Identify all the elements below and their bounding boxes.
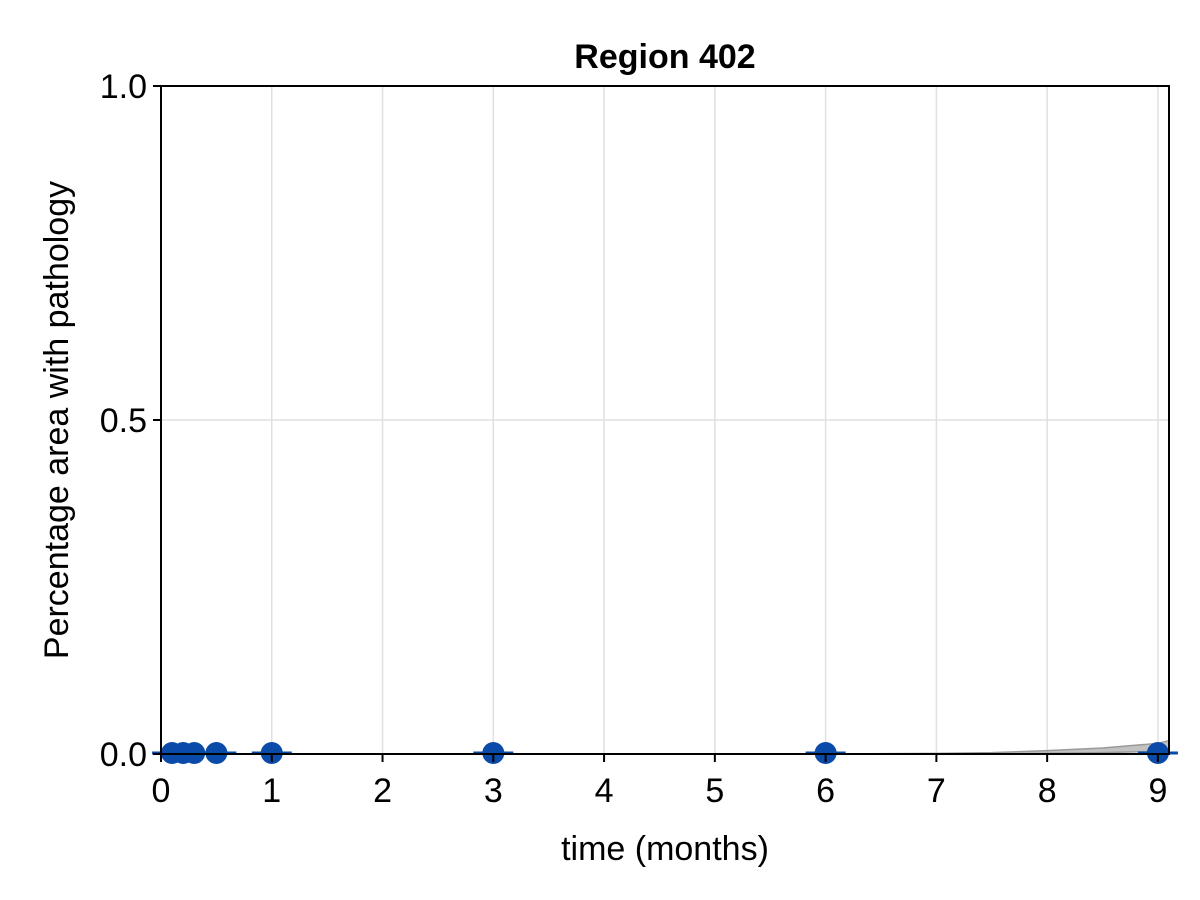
x-tick-label: 6	[816, 772, 835, 810]
x-tick-label: 2	[373, 772, 392, 810]
x-tick-label: 5	[705, 772, 724, 810]
y-axis-ticks: 0.0 0.5 1.0	[100, 68, 161, 774]
x-tick-label: 0	[152, 772, 171, 810]
y-axis-label: Percentage area with pathology	[38, 181, 76, 659]
x-axis-label: time (months)	[561, 830, 769, 868]
chart-title: Region 402	[574, 38, 755, 76]
x-tick-label: 7	[927, 772, 946, 810]
grid	[160, 85, 1169, 755]
y-tick-label: 0.5	[100, 402, 147, 440]
x-axis-ticks: 0 1 2 3 4 5 6 7 8 9	[152, 754, 1167, 810]
x-tick-label: 9	[1148, 772, 1167, 810]
x-tick-label: 3	[484, 772, 503, 810]
y-tick-label: 0.0	[100, 736, 147, 774]
x-tick-label: 1	[262, 772, 281, 810]
y-tick-label: 1.0	[100, 68, 147, 106]
x-tick-label: 8	[1038, 772, 1057, 810]
x-tick-label: 4	[595, 772, 614, 810]
model-band	[161, 739, 1170, 755]
model-band-area	[161, 739, 1170, 755]
